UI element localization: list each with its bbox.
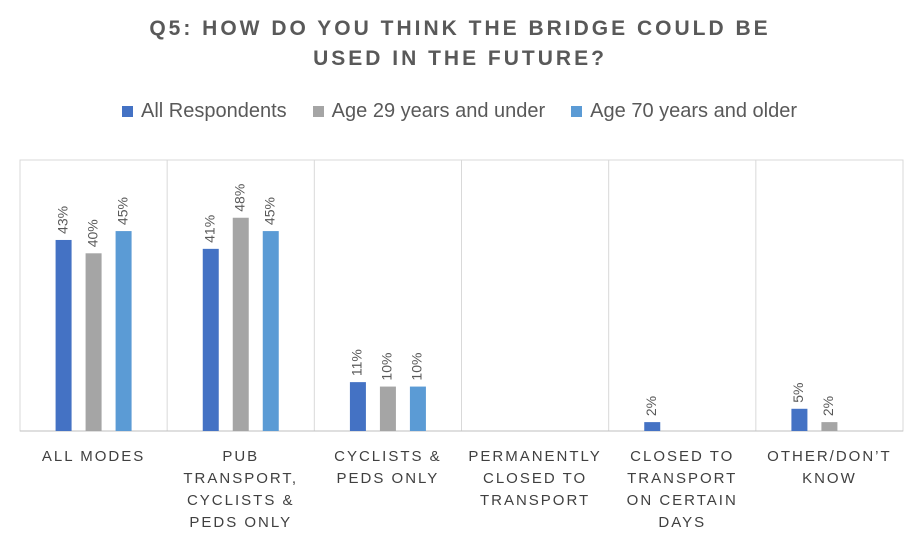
- data-label: 2%: [643, 396, 659, 416]
- bar: [409, 386, 426, 431]
- bar: [55, 239, 72, 431]
- bar: [791, 408, 808, 431]
- data-label: 5%: [790, 383, 806, 403]
- bar: [232, 217, 249, 431]
- data-label: 11%: [349, 349, 365, 376]
- bar: [262, 231, 279, 431]
- data-label: 43%: [54, 206, 70, 234]
- legend-label: Age 29 years and under: [331, 100, 546, 122]
- bar: [115, 231, 132, 431]
- data-label: 45%: [114, 197, 130, 225]
- bar: [85, 253, 102, 431]
- legend-item: Age 70 years and older: [571, 100, 797, 123]
- data-label: 40%: [84, 219, 100, 247]
- x-tick-label: CYCLISTS & PEDS ONLY: [334, 448, 442, 487]
- legend-swatch: [571, 106, 583, 117]
- bar: [644, 422, 661, 431]
- x-tick-label: CLOSED TO TRANSPORT ON CERTAIN DAYS: [626, 448, 738, 531]
- data-label: 48%: [231, 184, 247, 212]
- data-label: 10%: [409, 353, 425, 381]
- legend: All Respondents Age 29 years and under Age…: [0, 100, 919, 123]
- data-label: 41%: [201, 215, 217, 243]
- legend-label: All Respondents: [141, 100, 287, 122]
- legend-item: All Respondents: [122, 100, 287, 123]
- bar: [202, 248, 219, 431]
- data-label: 45%: [261, 197, 277, 225]
- x-tick-label: PUB TRANSPORT, CYCLISTS & PEDS ONLY: [183, 448, 299, 531]
- data-label: 10%: [379, 353, 395, 381]
- bar: [349, 382, 366, 431]
- x-tick-label: PERMANENTLY CLOSED TO TRANSPORT: [468, 448, 602, 509]
- data-label: 2%: [820, 396, 836, 416]
- legend-item: Age 29 years and under: [312, 100, 546, 123]
- bar: [379, 386, 396, 431]
- bar: [821, 422, 838, 431]
- legend-swatch: [312, 106, 324, 117]
- chart-title: Q5: HOW DO YOU THINK THE BRIDGE COULD BE…: [149, 17, 771, 70]
- x-tick-label: ALL MODES: [41, 448, 146, 465]
- legend-swatch: [122, 106, 134, 117]
- legend-label: Age 70 years and older: [590, 100, 797, 122]
- x-tick-label: OTHER/DON’T KNOW: [767, 448, 892, 487]
